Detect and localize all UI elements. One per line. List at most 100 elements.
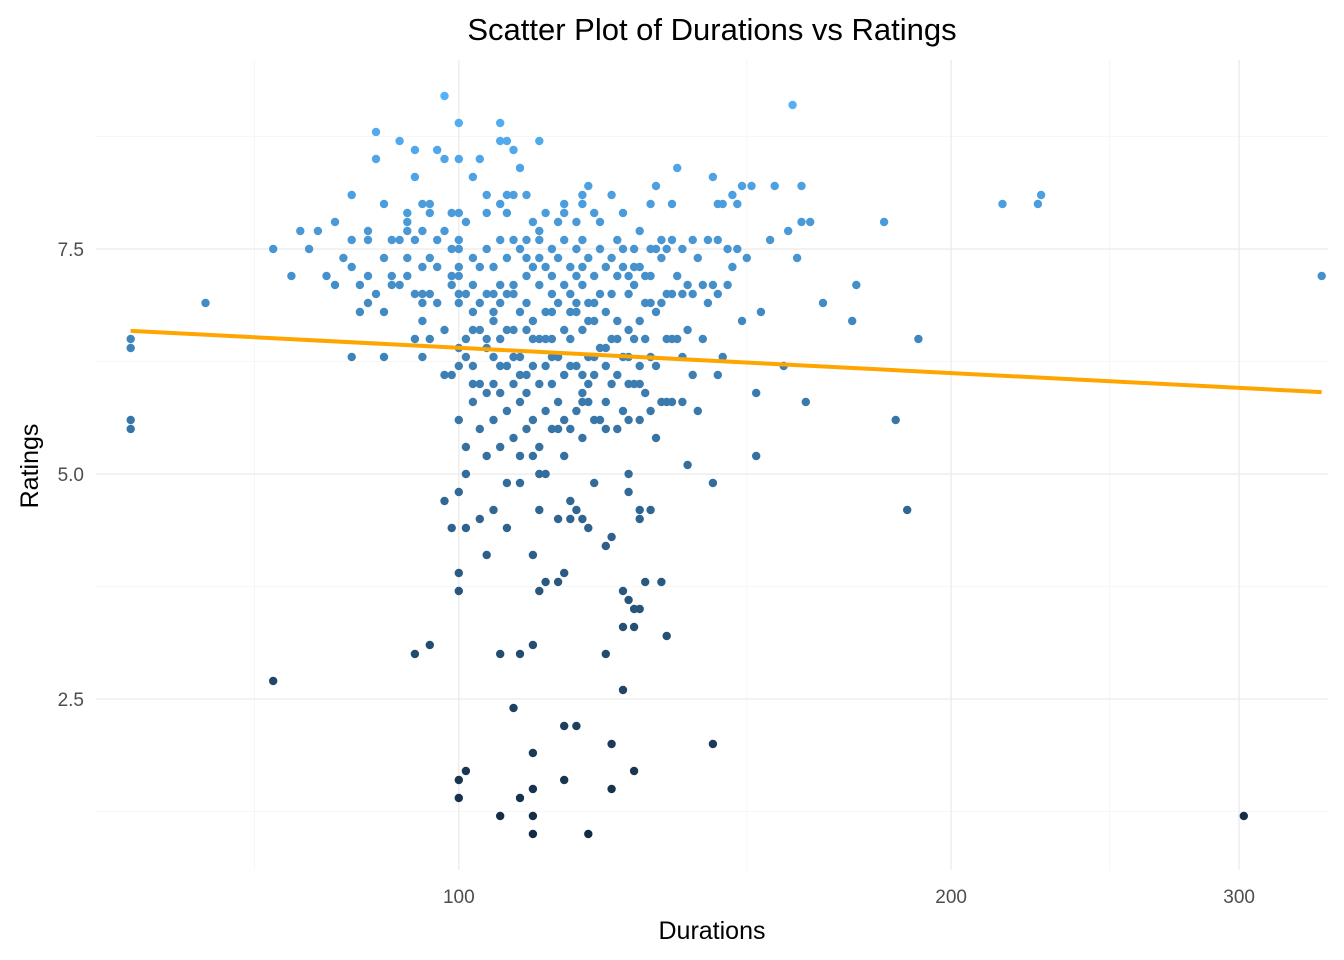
data-point [852,280,861,290]
data-point [624,469,633,479]
data-point [454,208,463,218]
data-point [607,784,616,794]
data-point [629,262,639,272]
data-point [482,208,491,218]
data-point [818,298,828,308]
data-point [618,406,628,416]
data-point [601,343,610,353]
data-point [395,280,404,290]
data-point [347,190,356,200]
data-point [502,253,512,263]
data-point [468,397,478,407]
data-point [1317,271,1326,281]
data-point [914,334,923,344]
data-point [355,280,365,290]
data-point [553,397,563,407]
data-point [433,145,442,155]
data-point [541,469,550,479]
data-point [566,496,575,506]
data-point [547,424,557,434]
data-point [287,271,296,281]
data-point [515,352,525,362]
data-point [683,325,692,335]
data-point [1033,199,1043,209]
y-tick-label: 7.5 [58,240,84,261]
data-point [528,451,538,461]
data-point [496,235,505,245]
data-point [590,415,599,425]
data-point [662,631,671,641]
data-point [528,748,538,758]
data-point [590,478,599,488]
data-point [723,244,732,254]
data-point [509,190,518,200]
data-point [379,199,389,209]
data-point [566,361,575,371]
data-point [613,235,622,245]
data-point [703,235,713,245]
data-point [784,226,793,236]
data-point [547,271,557,281]
data-point [770,181,779,191]
data-point [496,811,505,821]
data-point [454,415,463,425]
data-point [535,505,544,515]
data-point [535,235,544,245]
data-point [566,289,575,299]
data-point [765,235,775,245]
data-point [528,829,538,839]
data-point [425,289,434,299]
data-point [590,298,599,308]
data-point [489,352,498,362]
data-point [433,235,442,245]
data-point [410,145,420,155]
data-point [496,442,505,452]
data-point [624,271,633,281]
data-point [528,262,538,272]
x-tick-label: 200 [935,887,967,908]
data-point [322,271,331,281]
data-point [572,244,581,254]
data-point [629,244,639,254]
data-point [678,244,687,254]
data-point [440,226,449,236]
data-point [572,271,581,281]
data-point [363,298,373,308]
data-point [475,514,484,524]
data-point [584,253,593,263]
data-point [489,415,498,425]
data-point [662,244,671,254]
data-point [528,784,538,794]
data-point [578,262,587,272]
data-point [509,703,518,713]
data-point [502,136,512,146]
data-point [347,262,356,272]
data-point [410,289,420,299]
data-point [461,442,471,452]
data-point [418,226,427,236]
grid-lines [96,60,1328,870]
data-point [641,388,650,398]
data-point [502,478,512,488]
data-point [618,586,628,596]
data-point [528,334,538,344]
data-point [418,289,427,299]
data-point [515,307,525,317]
data-point [566,334,575,344]
data-point [454,487,463,497]
data-point [1239,811,1249,821]
data-point [454,271,463,281]
data-point [355,307,365,317]
data-point [708,280,718,290]
data-point [578,433,587,443]
data-point [468,379,478,389]
data-point [788,100,797,110]
data-point [747,181,756,191]
data-point [903,505,912,515]
data-point [447,208,456,218]
data-point [468,172,478,182]
data-point [522,271,531,281]
data-point [560,721,569,731]
data-point [489,379,498,389]
data-point [535,379,544,389]
